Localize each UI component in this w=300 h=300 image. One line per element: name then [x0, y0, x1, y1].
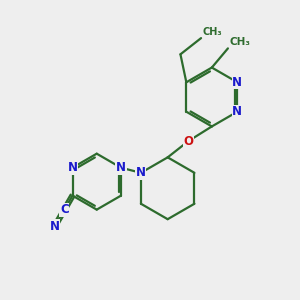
Text: N: N	[116, 161, 126, 174]
Text: N: N	[50, 220, 60, 233]
Text: C: C	[60, 203, 69, 216]
Text: N: N	[232, 76, 242, 89]
Text: N: N	[232, 105, 242, 118]
Text: O: O	[183, 135, 193, 148]
Text: C: C	[60, 203, 69, 216]
Text: N: N	[136, 166, 146, 179]
Text: N: N	[116, 161, 126, 174]
Text: N: N	[68, 161, 77, 174]
Text: N: N	[136, 166, 146, 179]
Text: N: N	[232, 76, 242, 89]
Text: N: N	[68, 161, 77, 174]
Text: CH₃: CH₃	[230, 37, 250, 47]
Text: N: N	[50, 220, 60, 233]
Text: O: O	[183, 135, 193, 148]
Text: N: N	[232, 105, 242, 118]
Text: CH₃: CH₃	[202, 27, 222, 37]
